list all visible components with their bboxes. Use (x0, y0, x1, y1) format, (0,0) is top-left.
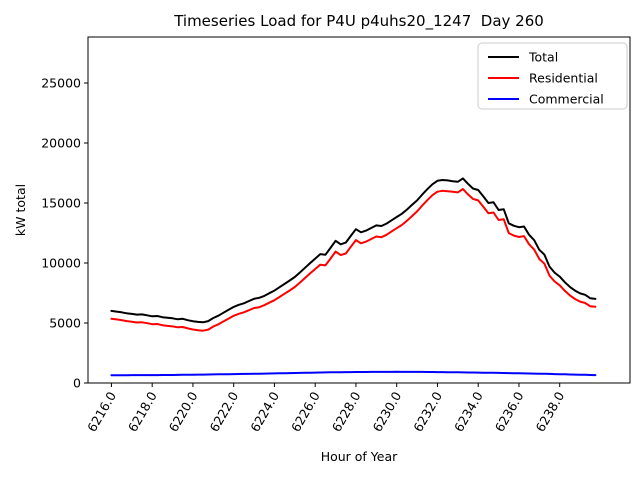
legend-label-residential: Residential (529, 71, 598, 86)
y-tick-label: 5000 (49, 315, 81, 330)
x-tick-label: 6234.0 (451, 389, 486, 434)
legend-label-total: Total (528, 50, 558, 65)
legend-box (477, 42, 628, 110)
legend: Total Residential Commercial (477, 42, 628, 110)
series-line-residential (110, 188, 597, 332)
x-tick-label: 6230.0 (369, 389, 404, 434)
x-tick-label: 6236.0 (492, 389, 527, 434)
x-tick-label: 6224.0 (247, 389, 282, 434)
y-tick-label: 25000 (41, 75, 81, 90)
legend-label-commercial: Commercial (529, 92, 604, 107)
x-axis-label: Hour of Year (321, 449, 398, 464)
y-tick-label: 15000 (41, 195, 81, 210)
x-tick-label: 6226.0 (288, 389, 323, 434)
x-tick-label: 6238.0 (532, 389, 567, 434)
x-tick-label: 6222.0 (206, 389, 241, 434)
x-tick-label: 6228.0 (329, 389, 364, 434)
plot-border (87, 36, 631, 384)
y-tick-label: 0 (73, 376, 81, 391)
series-line-commercial (110, 370, 597, 377)
x-tick-label: 6216.0 (84, 389, 119, 434)
x-tick-label: 6232.0 (410, 389, 445, 434)
y-axis-label: kW total (13, 184, 28, 236)
y-tick-label: 10000 (41, 255, 81, 270)
axes-box (87, 36, 631, 384)
series-lines (110, 177, 597, 377)
y-tick-label: 20000 (41, 135, 81, 150)
x-tick-label: 6220.0 (166, 389, 201, 434)
series-line-total (110, 177, 597, 324)
chart-title: Timeseries Load for P4U p4uhs20_1247 Day… (173, 12, 544, 31)
x-tick-label: 6218.0 (125, 389, 160, 434)
axis-ticks: 6216.0 6218.0 6220.0 6222.0 6224.0 6226.0 6228… (41, 75, 567, 434)
